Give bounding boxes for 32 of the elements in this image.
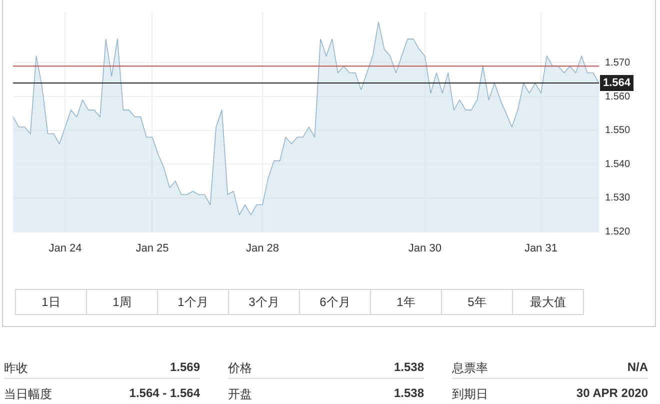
text: 昨收: [4, 360, 28, 377]
text: 到期日: [452, 386, 488, 403]
text: 1.564 - 1.564: [129, 386, 200, 400]
text: 1周: [87, 290, 158, 314]
text: 6个月: [300, 290, 371, 314]
text: 最大值: [529, 294, 567, 311]
x-tick-label: Jan 28: [246, 242, 279, 254]
text: 1个月: [158, 290, 229, 314]
y-tick-label: 1.550: [604, 125, 630, 136]
x-tick-label: Jan 30: [408, 242, 442, 254]
x-tick-label: Jan 24: [48, 242, 82, 254]
y-tick-label: 1.560: [604, 91, 630, 102]
text: N/A: [627, 360, 648, 374]
text: 1.538: [394, 360, 424, 374]
text: 价格: [228, 360, 252, 377]
text: 1年: [371, 290, 442, 314]
text: 开盘: [228, 386, 252, 403]
text: 1.569: [170, 360, 200, 374]
text: 30 APR 2020: [576, 386, 648, 400]
y-tick-label: 1.570: [604, 57, 630, 68]
text: 3个月: [229, 290, 300, 314]
x-tick-label: Jan 31: [524, 242, 558, 254]
text: 1.538: [394, 386, 424, 400]
y-tick-label: 1.520: [604, 226, 630, 238]
text: 5年: [442, 290, 513, 314]
y-tick-label: 1.540: [604, 158, 630, 170]
text: 1日: [16, 290, 87, 314]
y-tick-label: 1.530: [604, 192, 630, 204]
text: 息票率: [452, 360, 488, 377]
ref-line-label: 1.564: [602, 77, 632, 90]
text: 当日幅度: [4, 386, 52, 403]
x-tick-label: Jan 25: [136, 242, 169, 254]
